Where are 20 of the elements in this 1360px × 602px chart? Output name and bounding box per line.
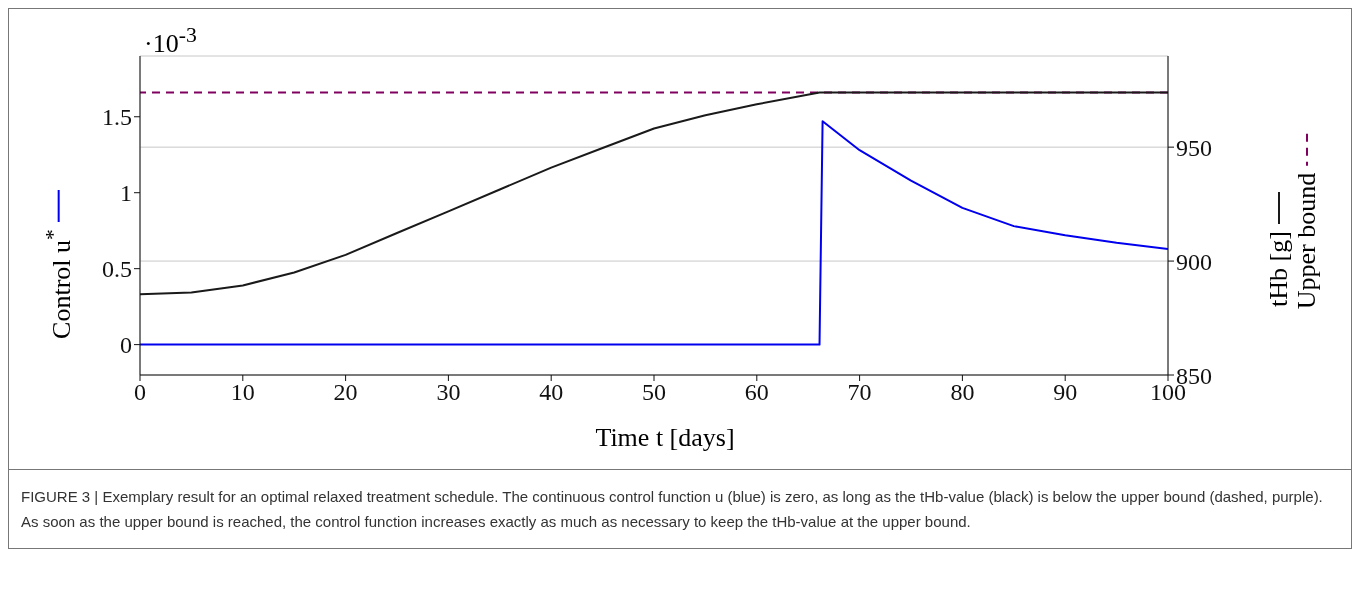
y-tick-label: 0.5 bbox=[102, 256, 132, 283]
x-tick-label: 10 bbox=[230, 379, 255, 406]
y2-tick-label: 900 bbox=[1176, 248, 1212, 275]
x-tick-label: 50 bbox=[642, 379, 666, 406]
y2-axis-title: tHb [g] bbox=[1264, 231, 1293, 307]
x-tick-label: 80 bbox=[950, 379, 975, 406]
x-tick-label: 70 bbox=[847, 379, 872, 406]
y-tick-label: 0 bbox=[120, 332, 132, 359]
y-tick-label: 1 bbox=[120, 180, 132, 207]
y-tick-label: 1.5 bbox=[102, 104, 132, 131]
x-tick-label: 60 bbox=[744, 379, 769, 406]
x-tick-label: 20 bbox=[333, 379, 358, 406]
y2-tick-label: 950 bbox=[1176, 134, 1212, 161]
x-axis-title: Time t [days] bbox=[595, 423, 735, 452]
x-tick-label: 90 bbox=[1053, 379, 1078, 406]
x-tick-label: 30 bbox=[436, 379, 461, 406]
annotation: ·10$^{-3}$ bbox=[144, 23, 197, 58]
legend-label: Upper bound bbox=[1292, 172, 1321, 310]
x-tick-label: 40 bbox=[539, 379, 564, 406]
caption: FIGURE 3 | Exemplary result for an optimal relaxed treatment schedule. The continuous control function u (blue) is zero, as long as the tHb-value (black) is below the upper bound (dashed, purple). As soon as the upper bound is reached, the control function increases exactly as much as necessary to keep the tHb-value at the upper bound. bbox=[21, 488, 1323, 530]
